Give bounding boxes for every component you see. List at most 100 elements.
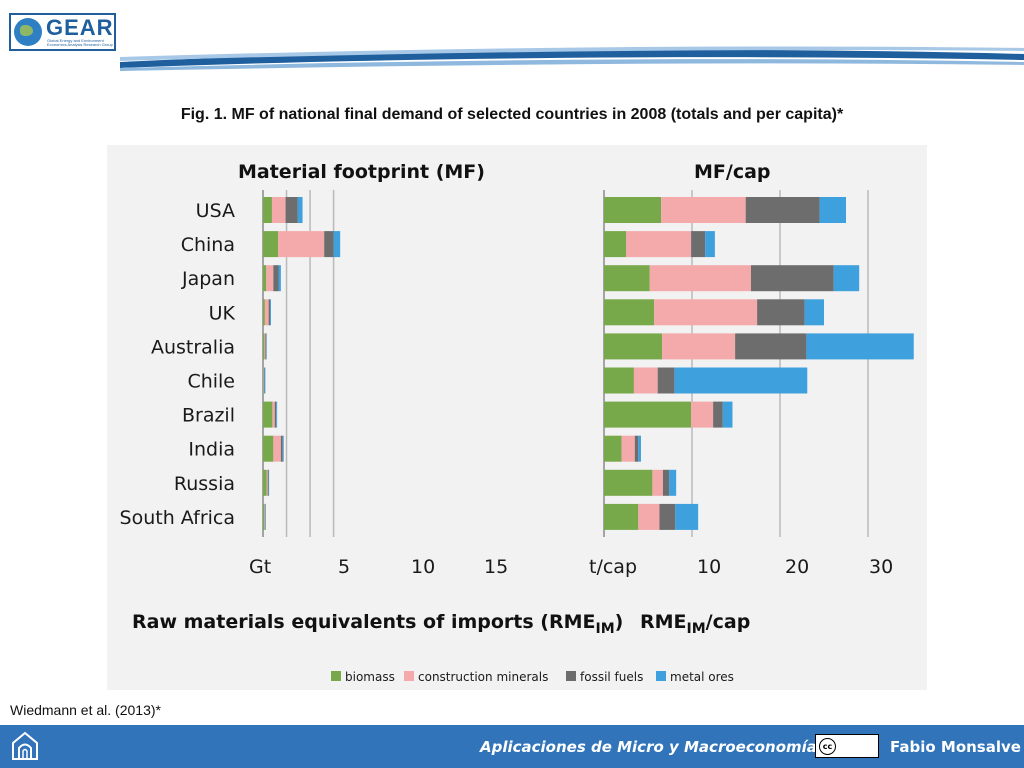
right-bar-chile-metal-ores — [674, 367, 808, 394]
category-label-chile: Chile — [187, 371, 235, 393]
right-tick-label: 30 — [869, 556, 893, 578]
figure-title: Fig. 1. MF of national final demand of s… — [180, 106, 844, 123]
left-bar-brazil-biomass — [263, 401, 273, 428]
category-label-russia: Russia — [174, 473, 235, 495]
right-bar-brazil-fossil-fuels — [713, 401, 723, 428]
right-bar-brazil-construction-minerals — [691, 401, 714, 428]
left-bar-india-biomass — [263, 435, 274, 462]
left-bar-japan-fossil-fuels — [273, 265, 279, 292]
legend-label-metal-ores: metal ores — [670, 670, 734, 684]
right-panel-title: MF/cap — [694, 161, 771, 183]
right-bar-chile-construction-minerals — [633, 367, 658, 394]
left-bar-australia-construction-minerals — [264, 333, 266, 360]
right-bar-russia-construction-minerals — [652, 469, 663, 496]
right-bar-japan-fossil-fuels — [750, 265, 834, 292]
left-bar-russia-construction-minerals — [266, 469, 268, 496]
left-bar-india-fossil-fuels — [280, 435, 283, 462]
category-label-usa: USA — [196, 200, 235, 222]
citation: Wiedmann et al. (2013)* — [10, 702, 161, 718]
right-bar-china-fossil-fuels — [691, 231, 706, 258]
right-bar-india-construction-minerals — [621, 435, 635, 462]
course-title: Aplicaciones de Micro y Macroeconomía — [480, 738, 817, 756]
right-bar-south-africa-biomass — [604, 503, 639, 530]
right-bar-china-metal-ores — [705, 231, 715, 258]
left-bar-uk-metal-ores — [270, 299, 271, 326]
right-bar-japan-construction-minerals — [649, 265, 751, 292]
right-bar-south-africa-fossil-fuels — [659, 503, 676, 530]
left-bar-japan-metal-ores — [278, 265, 281, 292]
right-bar-chile-fossil-fuels — [657, 367, 675, 394]
left-bar-india-construction-minerals — [273, 435, 281, 462]
left-tick-label: Gt — [249, 556, 271, 578]
category-label-brazil: Brazil — [182, 405, 235, 427]
left-bar-brazil-fossil-fuels — [274, 401, 277, 428]
left-bar-russia-biomass — [263, 469, 267, 496]
globe-icon — [14, 18, 42, 46]
left-bar-china-construction-minerals — [278, 231, 325, 258]
right-bar-japan-biomass — [604, 265, 650, 292]
left-bar-chile-metal-ores — [264, 367, 266, 394]
left-bar-china-metal-ores — [333, 231, 341, 258]
left-bar-uk-fossil-fuels — [268, 299, 271, 326]
right-bar-uk-biomass — [604, 299, 655, 326]
right-bar-australia-biomass — [604, 333, 663, 360]
left-tick-label: 15 — [484, 556, 508, 578]
right-bar-china-biomass — [604, 231, 626, 258]
creative-commons-icon: cc — [815, 734, 879, 758]
legend-label-construction-minerals: construction minerals — [418, 670, 548, 684]
right-bar-australia-construction-minerals — [662, 333, 736, 360]
legend-label-biomass: biomass — [345, 670, 395, 684]
author-name: Fabio Monsalve — [890, 738, 1021, 756]
right-bar-chile-biomass — [604, 367, 634, 394]
right-tick-label: t/cap — [589, 556, 637, 578]
right-bar-india-biomass — [604, 435, 622, 462]
right-bar-usa-construction-minerals — [661, 197, 746, 223]
right-bar-india-metal-ores — [638, 435, 641, 462]
category-label-south-africa: South Africa — [120, 507, 235, 529]
chart-canvas: USA China Japan UK Australia Chile Brazil India… — [120, 161, 914, 684]
right-bar-brazil-biomass — [604, 401, 692, 428]
right-bar-uk-fossil-fuels — [757, 299, 805, 326]
header-swoosh — [120, 46, 1024, 71]
right-bar-china-construction-minerals — [626, 231, 692, 258]
left-bar-japan-construction-minerals — [266, 265, 274, 292]
right-bar-south-africa-metal-ores — [675, 503, 699, 530]
footer-bar: Aplicaciones de Micro y Macroeconomía cc… — [0, 725, 1024, 768]
left-bar-usa-fossil-fuels — [285, 197, 298, 223]
right-bar-usa-fossil-fuels — [745, 197, 820, 223]
right-bar-australia-metal-ores — [806, 333, 914, 360]
left-bar-japan-biomass — [263, 265, 267, 292]
right-tick-label: 20 — [785, 556, 809, 578]
category-label-india: India — [188, 439, 235, 461]
category-label-australia: Australia — [151, 336, 235, 358]
left-bar-usa-construction-minerals — [271, 197, 286, 223]
right-bar-usa-biomass — [604, 197, 662, 223]
legend-label-fossil-fuels: fossil fuels — [580, 670, 643, 684]
right-bar-japan-metal-ores — [833, 265, 860, 292]
right-bar-brazil-metal-ores — [722, 401, 733, 428]
right-bar-usa-metal-ores — [819, 197, 846, 223]
left-bar-south-africa-biomass — [263, 503, 265, 530]
left-bar-australia-biomass — [263, 333, 265, 360]
left-bar-uk-construction-minerals — [264, 299, 269, 326]
right-bar-uk-metal-ores — [804, 299, 824, 326]
left-bar-russia-fossil-fuels — [267, 469, 269, 496]
right-tick-label: 10 — [697, 556, 721, 578]
legend-swatch-metal-ores — [656, 671, 666, 681]
left-bar-china-biomass — [263, 231, 279, 258]
legend-swatch-biomass — [331, 671, 341, 681]
right-x-axis-title: RMEIM/cap — [640, 611, 750, 637]
left-bar-china-fossil-fuels — [324, 231, 334, 258]
right-bar-uk-construction-minerals — [654, 299, 758, 326]
left-tick-label: 5 — [338, 556, 350, 578]
right-bar-australia-fossil-fuels — [735, 333, 807, 360]
gear-logo: GEAR Global Energy and Environment Econo… — [9, 13, 116, 51]
legend-swatch-fossil-fuels — [566, 671, 576, 681]
cc-label: cc — [819, 737, 836, 755]
right-bar-india-fossil-fuels — [634, 435, 639, 462]
left-tick-label: 10 — [411, 556, 435, 578]
left-bar-usa-biomass — [263, 197, 272, 223]
category-label-japan: Japan — [181, 268, 235, 290]
university-emblem-icon — [12, 731, 38, 760]
left-bar-usa-metal-ores — [297, 197, 303, 223]
